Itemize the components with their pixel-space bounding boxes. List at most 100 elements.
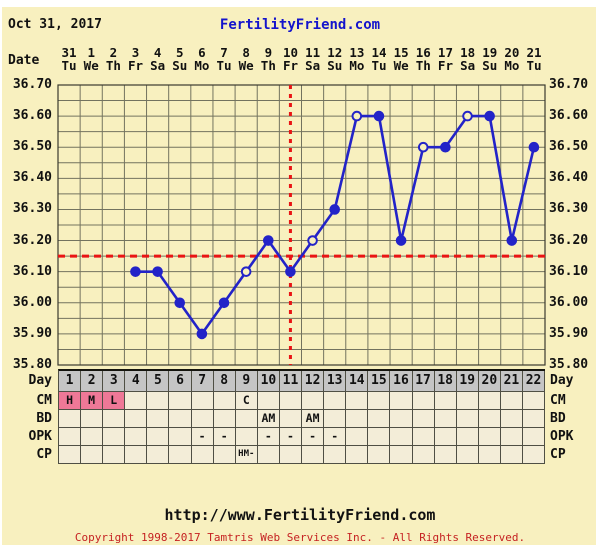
temp-point-day-6 — [174, 297, 186, 309]
y-axis-label: 35.80 — [549, 357, 589, 372]
cp-cell-day-5 — [147, 446, 170, 464]
opk-cell-day-20 — [478, 428, 501, 446]
cm-cell-day-1: H — [59, 392, 82, 410]
weekday-cell: Sa — [150, 58, 166, 73]
y-axis-label: 36.60 — [12, 108, 52, 124]
bd-cell-day-9 — [235, 410, 258, 428]
bd-cell-day-16 — [390, 410, 413, 428]
cm-cell-day-18 — [434, 392, 457, 410]
cm-cell-day-5 — [147, 392, 170, 410]
cm-cell-day-12 — [302, 392, 325, 410]
weekday-cell: Tu — [61, 58, 77, 73]
cp-cell-day-21 — [500, 446, 523, 464]
y-axis-label: 36.30 — [12, 201, 52, 217]
cp-cell-day-9: HM- — [235, 446, 258, 464]
opk-cell-day-1 — [59, 428, 82, 446]
date-cell: 20 — [504, 45, 520, 60]
weekday-cell: Su — [482, 58, 498, 73]
weekday-cell: Fr — [127, 58, 144, 73]
bd-cell-day-7 — [191, 410, 214, 428]
cm-cell-day-6 — [169, 392, 192, 410]
footer-url-link[interactable]: http://www.FertilityFriend.com — [164, 506, 436, 524]
temp-point-day-21 — [506, 235, 518, 246]
row-label-day-right: Day — [550, 373, 574, 388]
weekday-cell: Mo — [194, 58, 210, 73]
bd-cell-day-11 — [279, 410, 303, 428]
row-label-opk-right: OPK — [550, 429, 574, 444]
bd-cell-day-18 — [434, 410, 457, 428]
opk-cell-day-16 — [390, 428, 413, 446]
date-cell: 4 — [153, 45, 162, 60]
day-cell-day-8: 8 — [213, 371, 236, 392]
temp-point-day-9 — [240, 266, 252, 277]
row-bd: BD AM AM BD — [0, 410, 600, 428]
date-cell: 16 — [415, 45, 431, 60]
cm-cell-day-20 — [478, 392, 501, 410]
cp-cell-day-2 — [81, 446, 104, 464]
row-label-cp-right: CP — [550, 447, 566, 462]
cp-cell-day-8 — [213, 446, 236, 464]
y-axis-label: 36.30 — [549, 201, 589, 217]
day-cell-day-7: 7 — [191, 371, 214, 392]
cp-cell-day-22 — [522, 446, 546, 464]
bd-cell-day-10: AM — [257, 410, 280, 428]
cm-cell-day-9: C — [235, 392, 258, 410]
row-label-cm-right: CM — [550, 393, 566, 408]
day-cell-day-11: 11 — [279, 371, 303, 392]
weekday-cell: We — [393, 58, 409, 73]
temp-point-day-8 — [218, 297, 230, 309]
grid-border — [57, 84, 546, 366]
cm-cell-day-10 — [257, 392, 280, 410]
weekday-cell: Sa — [305, 58, 321, 73]
copyright-text: Copyright 1998-2017 Tamtris Web Services… — [74, 531, 526, 544]
date-cell: 18 — [460, 45, 476, 60]
cp-cell-day-17 — [412, 446, 435, 464]
day-cell-day-19: 19 — [456, 371, 479, 392]
cm-cell-day-11 — [279, 392, 303, 410]
bd-cell-day-12: AM — [302, 410, 325, 428]
cp-cell-day-14 — [346, 446, 369, 464]
weekday-cell: Fr — [282, 58, 298, 73]
opk-cell-day-10: - — [257, 428, 280, 446]
bd-cell-day-20 — [478, 410, 501, 428]
day-cell-day-20: 20 — [478, 371, 501, 392]
date-cell: 31 — [61, 45, 77, 60]
cm-cell-day-19 — [456, 392, 479, 410]
bd-cell-day-4 — [125, 410, 148, 428]
day-cell-day-17: 17 — [412, 371, 435, 392]
cm-cell-day-7 — [191, 392, 214, 410]
temp-point-day-13 — [329, 204, 341, 215]
day-cell-day-16: 16 — [390, 371, 413, 392]
y-axis-label: 36.70 — [549, 77, 589, 92]
weekdays-row: Tu We Th Fr Sa Su Mo Tu We Th Fr Sa Su Mo Tu We Th Fr Sa Su… — [58, 59, 545, 72]
y-axis-label: 35.90 — [549, 325, 589, 341]
temp-point-day-15 — [373, 110, 385, 122]
day-cell-day-21: 21 — [500, 371, 523, 392]
opk-cell-day-15 — [368, 428, 391, 446]
date-cell: 11 — [305, 45, 321, 60]
day-cell-day-22: 22 — [522, 371, 546, 392]
opk-cell-day-5 — [147, 428, 170, 446]
y-axis-label: 36.50 — [549, 139, 589, 155]
y-axis-label: 36.20 — [549, 232, 589, 248]
row-label-day: Day — [28, 373, 52, 388]
bd-cell-day-21 — [500, 410, 523, 428]
brand-link[interactable]: FertilityFriend.com — [219, 17, 381, 33]
cm-cell-day-14 — [346, 392, 369, 410]
cp-cell-day-18 — [434, 446, 457, 464]
weekday-cell: Th — [105, 58, 121, 73]
row-cm: CM H M L C CM — [0, 392, 600, 410]
row-label-bd-right: BD — [550, 411, 566, 426]
row-cells: AM AM — [58, 410, 546, 428]
opk-cell-day-21 — [500, 428, 523, 446]
weekday-cell: Th — [415, 58, 431, 73]
opk-cell-day-19 — [456, 428, 479, 446]
temp-point-day-16 — [395, 235, 407, 246]
date-cell: 15 — [393, 45, 409, 60]
date-cell: 1 — [87, 45, 95, 60]
weekday-cell: Th — [260, 58, 276, 73]
weekday-cell: Mo — [349, 58, 365, 73]
temp-point-day-11 — [285, 266, 296, 277]
y-axis-label: 36.50 — [12, 139, 52, 155]
opk-cell-day-12: - — [302, 428, 325, 446]
